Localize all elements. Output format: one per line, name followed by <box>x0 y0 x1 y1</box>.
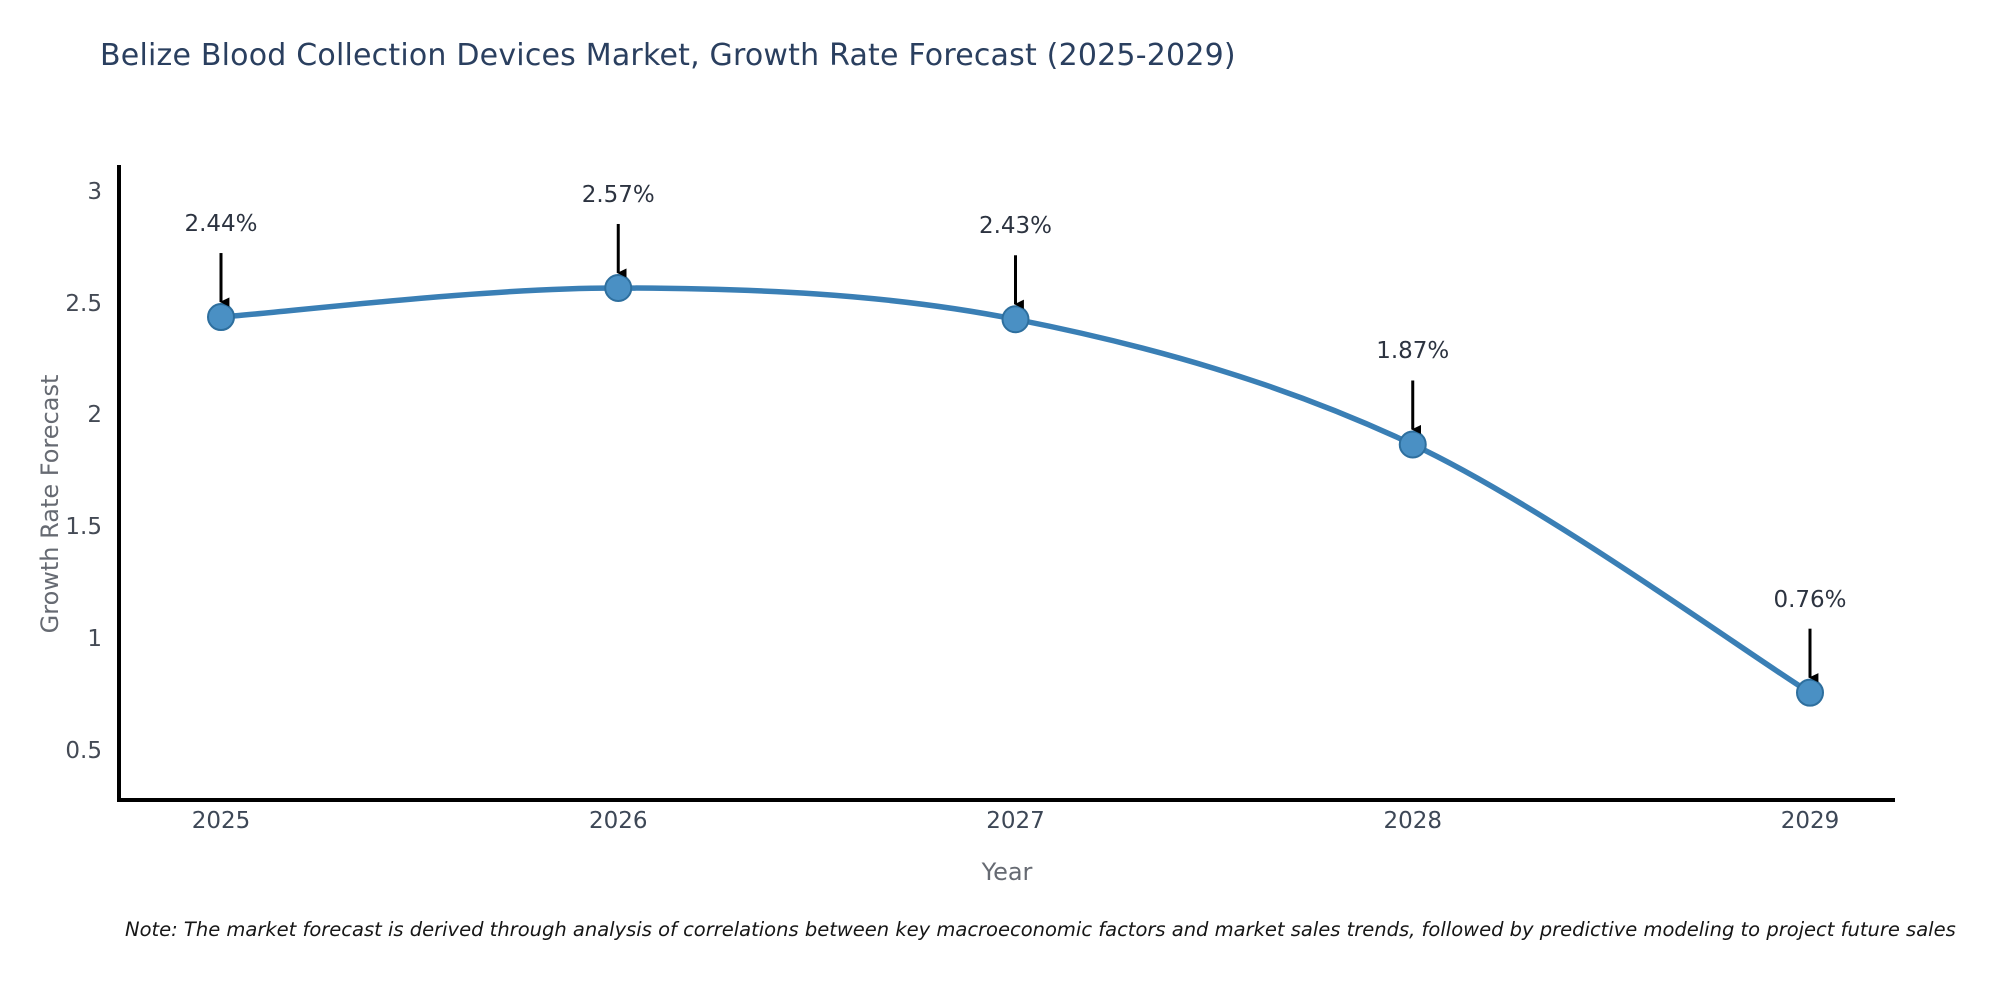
data-point-marker[interactable] <box>1001 305 1030 334</box>
x-axis-line <box>117 798 1895 802</box>
y-tick-label: 2 <box>87 402 102 429</box>
data-point-label: 1.87% <box>1376 338 1450 365</box>
data-point-marker[interactable] <box>1796 678 1824 707</box>
data-point-marker[interactable] <box>207 303 235 332</box>
data-point-label: 2.57% <box>581 181 655 208</box>
chart-footnote: Note: The market forecast is derived thr… <box>125 918 1956 941</box>
y-tick-label: 1.5 <box>65 514 102 541</box>
series-line <box>218 285 1813 696</box>
y-tick-label: 3 <box>87 178 102 205</box>
x-tick-label: 2027 <box>986 808 1045 834</box>
data-point-marker[interactable] <box>1398 430 1427 459</box>
y-tick-label: 1 <box>87 626 102 652</box>
x-tick-label: 2025 <box>191 808 251 834</box>
data-point-label: 2.44% <box>184 211 258 238</box>
y-tick-label: 2.5 <box>65 290 102 317</box>
series-markers <box>207 273 1824 707</box>
x-tick-label: 2028 <box>1383 808 1443 834</box>
chart-title: Belize Blood Collection Devices Market, … <box>100 38 1236 73</box>
x-tick-label: 2026 <box>588 808 648 834</box>
x-tick-label: 2029 <box>1780 808 1840 834</box>
data-point-label: 2.43% <box>978 213 1053 240</box>
y-axis-line <box>117 165 121 802</box>
y-tick-label: 0.5 <box>65 737 102 764</box>
x-axis-title: Year <box>981 858 1033 886</box>
annotation-arrows <box>219 223 1819 683</box>
data-point-marker[interactable] <box>604 273 633 302</box>
data-point-label: 0.76% <box>1773 586 1847 613</box>
